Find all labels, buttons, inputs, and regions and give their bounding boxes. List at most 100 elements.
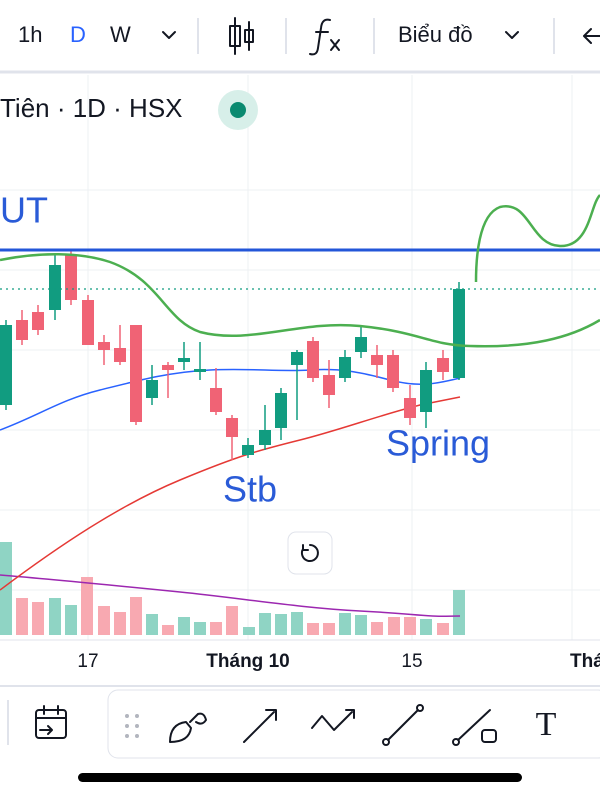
candles (0, 250, 465, 460)
volume-bar (65, 605, 77, 635)
hand-drawn-curve[interactable] (474, 194, 600, 283)
candle-body (49, 265, 61, 310)
candle-body (32, 312, 44, 330)
volume-bar (291, 612, 303, 635)
candle-body (242, 445, 254, 455)
candle-body (371, 355, 383, 365)
candle-body (16, 320, 28, 340)
text-tool[interactable]: T (536, 706, 557, 743)
volume-bar (146, 614, 158, 635)
candle-body (323, 375, 335, 395)
chart-type-button[interactable]: Biểu đồ (398, 22, 473, 47)
icon-part (481, 729, 497, 743)
trend-line-tool[interactable] (382, 704, 424, 746)
annotation-stb[interactable]: Stb (223, 469, 277, 510)
brush-tool[interactable] (169, 712, 207, 743)
candle-type-icon[interactable] (229, 17, 254, 55)
x-axis-label: Tháng 10 (206, 651, 289, 672)
candle-body (65, 255, 77, 300)
symbol-info: Tiên · 1D · HSX (0, 93, 183, 123)
volume-bar (275, 614, 287, 635)
volume (0, 542, 465, 635)
icon-part (452, 738, 460, 746)
volume-bar (259, 613, 271, 635)
volume-bar (453, 590, 465, 635)
date-range-icon[interactable] (35, 705, 67, 739)
candle-body (307, 341, 319, 378)
candle-body (98, 342, 110, 350)
dot (125, 714, 129, 718)
path-tool[interactable] (311, 709, 355, 731)
candle-body (194, 369, 206, 372)
volume-bar (32, 602, 44, 635)
annotation-ut[interactable]: UT (0, 190, 48, 231)
volume-bar (162, 625, 174, 635)
status-dot (230, 102, 246, 118)
arrow-tool[interactable] (243, 709, 277, 743)
candle-body (387, 355, 399, 388)
drawing-toolbar (107, 689, 600, 759)
volume-bar (307, 623, 319, 635)
candle-body (178, 358, 190, 362)
candle-body (339, 357, 351, 378)
dot (125, 724, 129, 728)
volume-bar (81, 577, 93, 635)
volume-bar (178, 617, 190, 635)
volume-bar (339, 613, 351, 635)
dot (135, 714, 139, 718)
volume-bar (16, 598, 28, 635)
indicators-icon[interactable] (309, 18, 340, 56)
candle-body (259, 430, 271, 445)
interval-1h[interactable]: 1h (18, 22, 42, 47)
candle-body (0, 325, 12, 405)
x-axis-label: Thá (570, 651, 600, 672)
icon-part (309, 18, 331, 56)
volume-bar (323, 623, 335, 635)
icon-part (457, 709, 491, 741)
icon-part (243, 709, 277, 743)
icon-part (35, 709, 67, 739)
volume-bar (194, 622, 206, 635)
volume-bar (226, 606, 238, 635)
candle-body (355, 337, 367, 352)
x-axis-label: 17 (77, 651, 98, 672)
candle-body (130, 325, 142, 422)
volume-bar (404, 617, 416, 635)
icon-part (382, 738, 390, 746)
undo-icon[interactable] (583, 28, 600, 44)
interval-d[interactable]: D (70, 22, 86, 47)
x-axis-label: 15 (401, 651, 422, 672)
icon-part (416, 704, 424, 712)
icon-part (330, 39, 340, 51)
drag-handle[interactable] (125, 714, 139, 738)
candle-body (162, 365, 174, 370)
volume-bar (388, 617, 400, 635)
volume-bar (355, 615, 367, 635)
candle-body (146, 380, 158, 398)
annotation-spring[interactable]: Spring (386, 423, 490, 464)
chart-type-chevron[interactable] (505, 31, 519, 39)
candle-body (275, 393, 287, 428)
interval-chevron[interactable] (162, 31, 176, 39)
candle-body (404, 398, 416, 418)
reset-button[interactable] (287, 531, 333, 575)
icon-part (244, 29, 254, 43)
volume-bar (0, 542, 12, 635)
volume-bar (420, 619, 432, 635)
candle-body (226, 418, 238, 437)
red-ma-line (0, 396, 461, 591)
volume-bar (437, 623, 449, 635)
volume-bar (98, 606, 110, 635)
reset-icon (300, 544, 319, 562)
icon-part (35, 705, 67, 735)
icon-part (387, 709, 419, 741)
candle-body (210, 388, 222, 412)
hand-drawn-curve[interactable] (0, 252, 600, 348)
candle-body (453, 289, 465, 378)
ray-tool[interactable] (452, 709, 497, 746)
volume-bar (371, 622, 383, 635)
volume-ma-line (0, 574, 461, 617)
interval-w[interactable]: W (110, 22, 131, 47)
icon-part (229, 25, 241, 47)
